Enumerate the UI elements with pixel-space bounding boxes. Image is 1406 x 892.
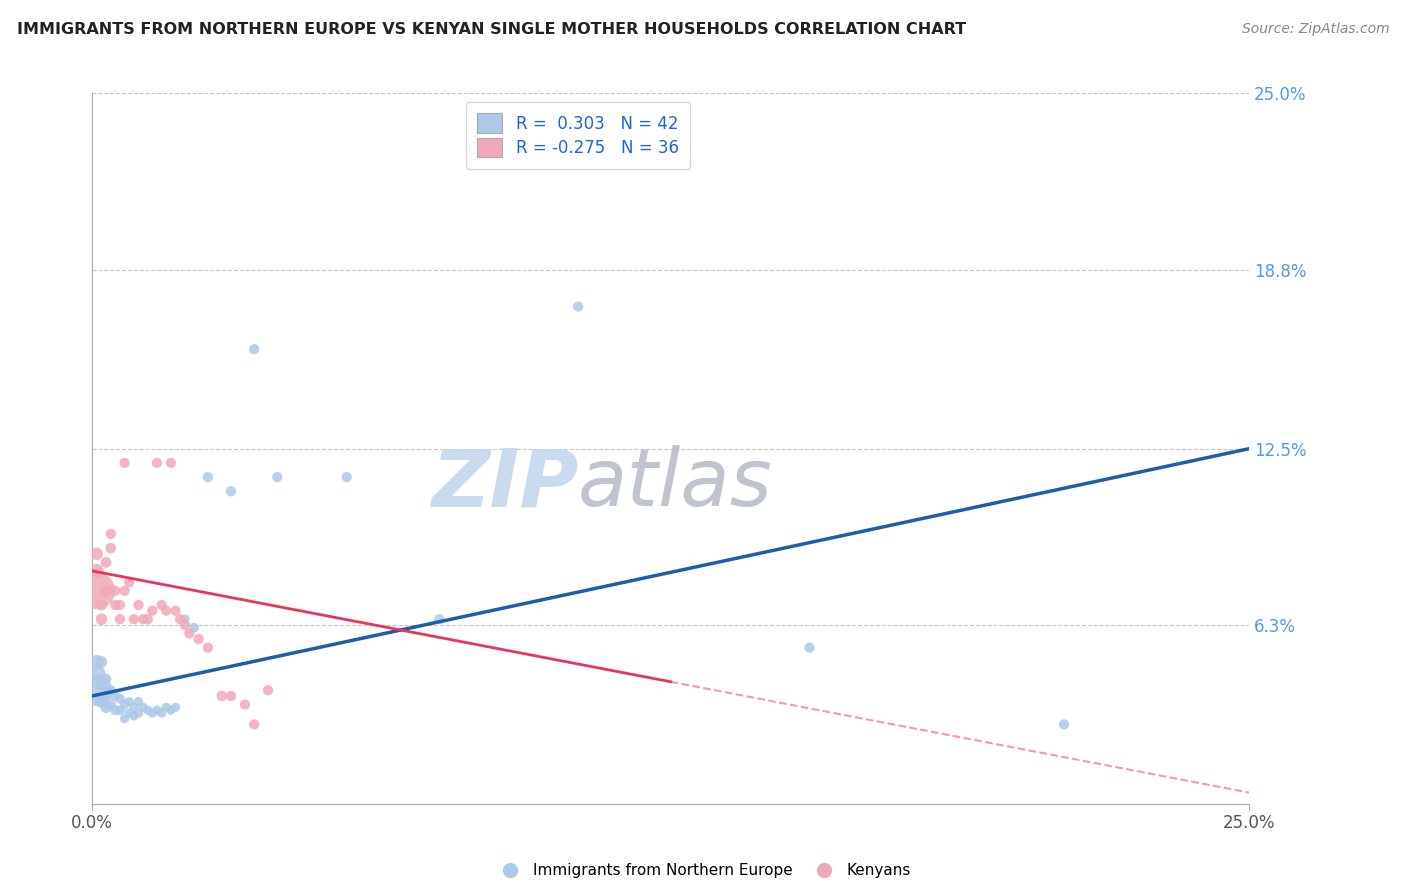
Point: [118, 575, 141, 590]
Point: [94, 555, 117, 569]
Point: [100, 527, 122, 541]
Point: [427, 612, 450, 626]
Point: [197, 470, 219, 484]
Point: [799, 640, 821, 655]
Point: [127, 598, 149, 612]
Point: [122, 612, 145, 626]
Point: [165, 700, 187, 714]
Point: [100, 698, 122, 712]
Point: [122, 700, 145, 714]
Point: [108, 703, 131, 717]
Point: [90, 612, 112, 626]
Point: [150, 706, 173, 720]
Point: [165, 604, 187, 618]
Point: [118, 695, 141, 709]
Point: [94, 689, 117, 703]
Point: [114, 712, 136, 726]
Point: [233, 698, 256, 712]
Point: [108, 598, 131, 612]
Point: [146, 456, 169, 470]
Point: [86, 583, 108, 598]
Point: [136, 612, 159, 626]
Point: [132, 700, 155, 714]
Point: [567, 300, 589, 314]
Point: [146, 703, 169, 717]
Point: [173, 612, 195, 626]
Point: [90, 677, 112, 691]
Point: [219, 689, 242, 703]
Point: [243, 717, 266, 731]
Point: [100, 541, 122, 556]
Point: [141, 604, 163, 618]
Point: [86, 547, 108, 561]
Point: [108, 691, 131, 706]
Point: [160, 456, 183, 470]
Point: [94, 583, 117, 598]
Point: [90, 655, 112, 669]
Point: [90, 695, 112, 709]
Point: [173, 618, 195, 632]
Point: [183, 621, 205, 635]
Point: [160, 703, 183, 717]
Point: [108, 612, 131, 626]
Point: [104, 598, 127, 612]
Text: Source: ZipAtlas.com: Source: ZipAtlas.com: [1241, 22, 1389, 37]
Point: [141, 706, 163, 720]
Text: atlas: atlas: [578, 445, 773, 524]
Point: [243, 342, 266, 356]
Point: [132, 612, 155, 626]
Legend: Immigrants from Northern Europe, Kenyans: Immigrants from Northern Europe, Kenyans: [489, 857, 917, 884]
Point: [122, 709, 145, 723]
Point: [104, 689, 127, 703]
Text: IMMIGRANTS FROM NORTHERN EUROPE VS KENYAN SINGLE MOTHER HOUSEHOLDS CORRELATION C: IMMIGRANTS FROM NORTHERN EUROPE VS KENYA…: [17, 22, 966, 37]
Legend: R =  0.303   N = 42, R = -0.275   N = 36: R = 0.303 N = 42, R = -0.275 N = 36: [465, 102, 690, 169]
Point: [150, 598, 173, 612]
Point: [127, 706, 149, 720]
Point: [114, 456, 136, 470]
Point: [90, 598, 112, 612]
Point: [86, 655, 108, 669]
Point: [197, 640, 219, 655]
Point: [100, 683, 122, 698]
Point: [155, 700, 177, 714]
Point: [169, 612, 191, 626]
Point: [118, 706, 141, 720]
Point: [114, 698, 136, 712]
Point: [179, 626, 201, 640]
Point: [127, 695, 149, 709]
Point: [94, 700, 117, 714]
Point: [104, 583, 127, 598]
Text: ZIP: ZIP: [430, 445, 578, 524]
Point: [136, 703, 159, 717]
Point: [86, 564, 108, 578]
Point: [187, 632, 209, 647]
Point: [86, 683, 108, 698]
Point: [257, 683, 280, 698]
Point: [94, 672, 117, 686]
Point: [219, 484, 242, 499]
Point: [155, 604, 177, 618]
Point: [1053, 717, 1076, 731]
Point: [336, 470, 359, 484]
Point: [104, 703, 127, 717]
Point: [86, 666, 108, 681]
Point: [114, 583, 136, 598]
Point: [266, 470, 288, 484]
Point: [211, 689, 233, 703]
